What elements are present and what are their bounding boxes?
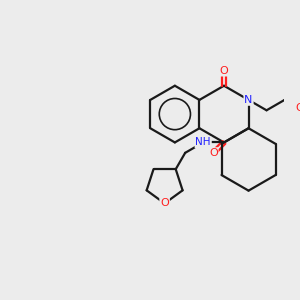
Text: NH: NH xyxy=(195,137,211,147)
Text: O: O xyxy=(209,148,218,158)
Text: O: O xyxy=(220,66,228,76)
Text: O: O xyxy=(160,198,169,208)
Text: N: N xyxy=(244,95,253,105)
Text: O: O xyxy=(295,103,300,113)
